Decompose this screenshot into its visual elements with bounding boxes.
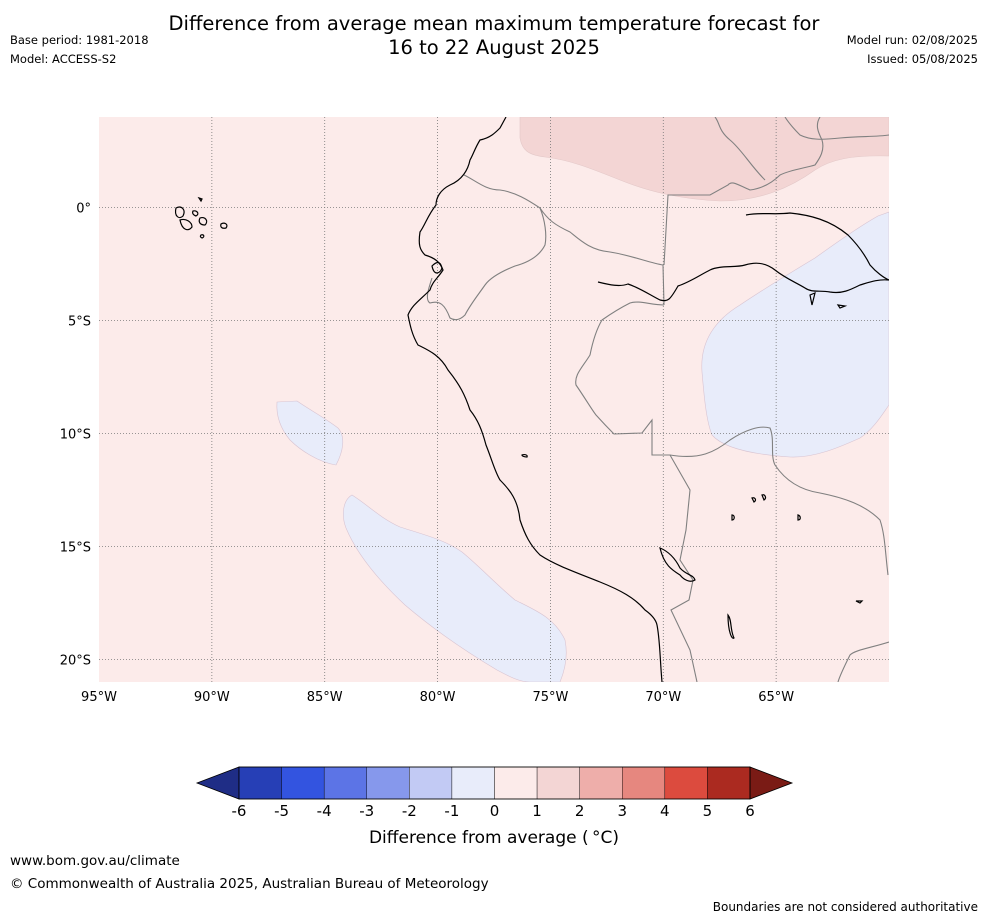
- colorbar-tick-label: -1: [444, 802, 459, 820]
- anomaly-1-to-2-region: [519, 117, 889, 202]
- map-area: [99, 117, 889, 682]
- colorbar-segment: [451, 766, 495, 800]
- map-title: Difference from average mean maximum tem…: [0, 12, 988, 60]
- colorbar-segment: [622, 766, 666, 800]
- longitude-tick-label: 65°W: [758, 690, 794, 705]
- colorbar-segment: [664, 766, 708, 800]
- latitude-tick-label: 15°S: [60, 540, 91, 555]
- colorbar-segment: [579, 766, 623, 800]
- colorbar-segment: [238, 766, 282, 800]
- latitude-tick-label: 20°S: [60, 653, 91, 668]
- colorbar-tick-label: 0: [490, 802, 500, 820]
- latitude-tick-label: 5°S: [68, 314, 91, 329]
- copyright-text: © Commonwealth of Australia 2025, Austra…: [10, 876, 489, 892]
- longitude-tick-label: 80°W: [420, 690, 456, 705]
- country-borders: [426, 117, 889, 682]
- title-line-2: 16 to 22 August 2025: [388, 36, 600, 59]
- latitude-tick-labels: 0° 5°S 10°S 15°S 20°S: [60, 201, 91, 668]
- colorbar-tick-label: -5: [274, 802, 289, 820]
- website-text: www.bom.gov.au/climate: [10, 853, 180, 869]
- latitude-tick-label: 10°S: [60, 427, 91, 442]
- latitude-tick-label: 0°: [76, 201, 91, 216]
- colorbar-segment: [409, 766, 453, 800]
- disclaimer-text: Boundaries are not considered authoritat…: [712, 900, 978, 914]
- anomaly-minus1-to-0-region: [701, 211, 889, 458]
- longitude-tick-label: 90°W: [194, 690, 230, 705]
- colorbar-tick-label: 6: [745, 802, 755, 820]
- longitude-tick-label: 75°W: [532, 690, 568, 705]
- colorbar-tick-label: 5: [703, 802, 713, 820]
- base-period-text: Base period: 1981-2018: [10, 33, 149, 47]
- colorbar-segment: [707, 766, 751, 800]
- colorbar-segment: [281, 766, 325, 800]
- colorbar-segment: [494, 766, 538, 800]
- colorbar-extend-max: [749, 766, 794, 800]
- map-gridlines: [99, 117, 889, 682]
- colorbar-segment: [536, 766, 580, 800]
- colorbar: -6 -5 -4 -3 -2 -1 0 1 2 3 4 5 6: [195, 766, 794, 820]
- model-text: Model: ACCESS-S2: [10, 52, 117, 66]
- colorbar-tick-label: -6: [232, 802, 247, 820]
- colorbar-outline: [238, 766, 751, 800]
- colorbar-tick-label: 3: [617, 802, 627, 820]
- colorbar-extend-min: [195, 766, 240, 800]
- colorbar-tick-label: -3: [359, 802, 374, 820]
- colorbar-tick-label: 4: [660, 802, 670, 820]
- longitude-tick-label: 95°W: [81, 690, 117, 705]
- colorbar-segment: [323, 766, 367, 800]
- coastline: [174, 117, 889, 682]
- issued-text: Issued: 05/08/2025: [867, 52, 978, 66]
- colorbar-tick-label: -4: [317, 802, 332, 820]
- title-line-1: Difference from average mean maximum tem…: [168, 12, 820, 35]
- colorbar-tick-label: 1: [532, 802, 542, 820]
- colorbar-tick-label: -2: [402, 802, 417, 820]
- longitude-tick-label: 85°W: [307, 690, 343, 705]
- model-run-text: Model run: 02/08/2025: [846, 33, 978, 47]
- colorbar-label: Difference from average ( °C): [368, 828, 620, 848]
- anomaly-minus1-to-0-region: [343, 494, 567, 682]
- colorbar-segment: [366, 766, 410, 800]
- colorbar-tick-label: 2: [575, 802, 585, 820]
- longitude-tick-label: 70°W: [645, 690, 681, 705]
- longitude-tick-labels: 95°W 90°W 85°W 80°W 75°W 70°W 65°W: [81, 690, 794, 705]
